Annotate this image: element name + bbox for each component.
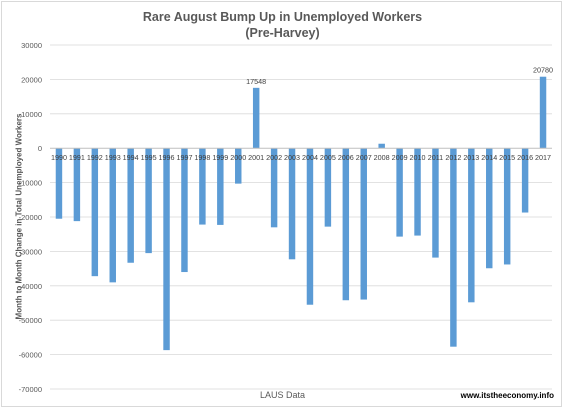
bar-2008 <box>378 143 385 149</box>
bar-2010 <box>414 148 421 236</box>
x-tick-label: 1990 <box>51 153 67 162</box>
bar-2013 <box>468 148 475 303</box>
bar-1990 <box>55 148 63 219</box>
bar-2015 <box>503 148 511 265</box>
bar-1994 <box>127 148 134 263</box>
bar-2005 <box>324 148 332 227</box>
bar-2012 <box>450 148 457 347</box>
x-tick-label: 1997 <box>176 153 192 162</box>
y-tick-label: 10000 <box>21 110 42 119</box>
bar-1993 <box>109 148 116 283</box>
x-tick-label: 1995 <box>141 153 157 162</box>
bar-2000 <box>235 148 242 184</box>
bar-2007 <box>360 148 367 300</box>
bar-2016 <box>521 148 529 213</box>
bar-1996 <box>163 148 170 351</box>
x-tick-label: 2014 <box>481 153 497 162</box>
x-tick-labels: 1990 1991 1992 1993 1994 1995 1996 1997 1998 1999… <box>51 153 551 162</box>
x-tick-label: 1999 <box>212 153 228 162</box>
bars <box>55 76 547 351</box>
bar-2002 <box>270 148 278 228</box>
data-label: 17548 <box>246 77 266 86</box>
x-tick-label: 1991 <box>69 153 85 162</box>
y-tick-label: 0 <box>38 144 42 153</box>
chart-subtitle: (Pre-Harvey) <box>245 26 320 40</box>
data-labels: 17548 20780 <box>246 66 553 86</box>
gridlines <box>50 44 552 390</box>
x-tick-label: 2007 <box>356 153 372 162</box>
x-tick-label: 2010 <box>410 153 426 162</box>
bar-2006 <box>342 148 350 301</box>
bar-2001 <box>252 87 260 149</box>
bar-2009 <box>396 148 403 237</box>
bar-2014 <box>486 148 493 269</box>
x-tick-label: 2002 <box>266 153 282 162</box>
x-tick-label: 2001 <box>248 153 264 162</box>
x-tick-label: 2013 <box>463 153 479 162</box>
bar-2011 <box>432 148 439 258</box>
x-tick-label: 2000 <box>230 153 246 162</box>
bar-2004 <box>306 148 314 305</box>
x-tick-label: 2017 <box>535 153 551 162</box>
y-tick-labels: 30000 20000 10000 0 -10000 -20000 -30000 -40000… <box>19 41 42 394</box>
x-tick-label: 1994 <box>123 153 139 162</box>
y-tick-label: -10000 <box>19 179 42 188</box>
x-tick-label: 2012 <box>445 153 461 162</box>
x-tick-label: 1998 <box>194 153 210 162</box>
y-tick-label: -70000 <box>19 385 42 394</box>
bar-2017 <box>539 76 547 149</box>
bar-1992 <box>91 148 99 277</box>
x-tick-label: 2008 <box>374 153 390 162</box>
y-tick-label: -30000 <box>19 247 42 256</box>
y-tick-label: 20000 <box>21 75 42 84</box>
bar-1995 <box>145 148 152 254</box>
x-tick-label: 1993 <box>105 153 121 162</box>
y-tick-label: -50000 <box>19 316 42 325</box>
x-axis-label: LAUS Data <box>259 390 306 400</box>
x-tick-label: 2015 <box>499 153 515 162</box>
x-tick-label: 2011 <box>428 153 443 162</box>
y-tick-label: -20000 <box>19 213 42 222</box>
x-tick-label: 2004 <box>302 153 318 162</box>
y-tick-label: -60000 <box>19 351 42 360</box>
x-tick-label: 1996 <box>159 153 175 162</box>
y-tick-label: -40000 <box>19 282 42 291</box>
x-tick-label: 2006 <box>338 153 354 162</box>
bar-1999 <box>217 148 224 225</box>
bar-2003 <box>288 148 296 260</box>
bar-1997 <box>181 148 188 273</box>
chart-title: Rare August Bump Up in Unemployed Worker… <box>142 10 423 24</box>
x-tick-label: 1992 <box>87 153 103 162</box>
x-tick-label: 2016 <box>517 153 533 162</box>
x-tick-label: 2003 <box>284 153 300 162</box>
y-tick-label: 30000 <box>21 41 42 50</box>
source-credit: www.itstheeconomy.info <box>460 391 554 400</box>
bar-1998 <box>199 148 206 225</box>
data-label: 20780 <box>533 66 553 75</box>
bar-1991 <box>73 148 81 222</box>
x-tick-label: 2005 <box>320 153 336 162</box>
x-tick-label: 2009 <box>392 153 408 162</box>
